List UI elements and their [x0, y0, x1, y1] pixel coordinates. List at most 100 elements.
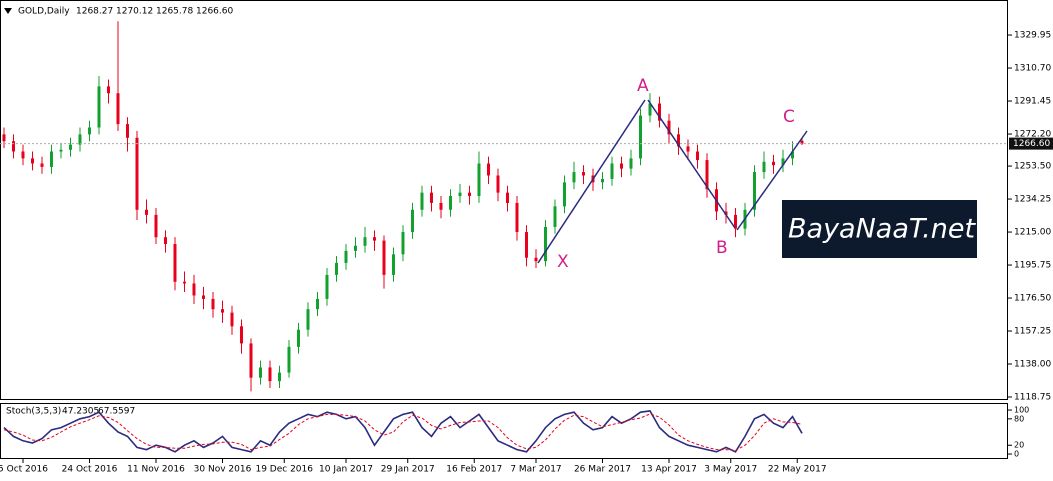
y-tick-label: 1234.25: [1014, 195, 1051, 205]
candle-body: [752, 172, 756, 210]
candle-body: [97, 86, 101, 128]
candle-body: [344, 250, 348, 263]
candle-body: [306, 309, 310, 330]
y-tick-label: 20: [1014, 441, 1024, 450]
candle-body: [505, 192, 509, 203]
y-tick-label: 1138.00: [1014, 360, 1051, 370]
candle-body: [695, 151, 699, 161]
y-tick-label: 0: [1014, 450, 1019, 459]
candle-body: [334, 262, 338, 275]
x-tick-label: 22 May 2017: [768, 465, 827, 475]
y-tick-label: 1329.95: [1014, 31, 1051, 41]
header-value: 1268.27: [76, 7, 113, 17]
candle-body: [401, 232, 405, 255]
candle-body: [524, 232, 528, 258]
candle-body: [638, 115, 642, 159]
candle-body: [125, 124, 129, 138]
candle-body: [315, 298, 319, 310]
candle-body: [201, 295, 205, 299]
candle-body: [40, 163, 44, 167]
x-tick-label: 24 Oct 2016: [62, 465, 118, 475]
candle-body: [87, 127, 91, 135]
trend-line: [736, 130, 808, 231]
candle-body: [325, 274, 329, 299]
candle-body: [192, 283, 196, 296]
y-tick-label: 1176.50: [1014, 294, 1051, 304]
candle-body: [135, 137, 139, 210]
candle-body: [182, 281, 186, 284]
candle-body: [11, 141, 15, 152]
x-tick-label: 19 Dec 2016: [255, 465, 313, 475]
candle-body: [762, 161, 766, 173]
candle-body: [800, 140, 804, 144]
y-tick-label: 1157.25: [1014, 327, 1051, 337]
header-value: 1270.12: [116, 7, 153, 17]
x-tick-label: 3 May 2017: [704, 465, 757, 475]
candle-body: [429, 192, 433, 203]
candle-body: [163, 237, 167, 245]
pattern-label: C: [783, 107, 795, 127]
header-value: 1265.78: [156, 7, 193, 17]
indicator-value: 67.5597: [98, 407, 135, 417]
candle-body: [287, 346, 291, 373]
candle-body: [363, 237, 367, 246]
pattern-label: X: [557, 252, 569, 272]
candle-body: [648, 103, 652, 116]
price-label: 1266.60: [1013, 139, 1050, 149]
y-tick-label: 100: [1014, 406, 1029, 415]
candle-body: [372, 237, 376, 241]
y-tick-label: 1118.75: [1014, 393, 1051, 403]
trend-line: [537, 99, 646, 264]
header-icon: [4, 8, 12, 14]
candle-body: [686, 146, 690, 152]
candle-body: [581, 172, 585, 176]
candle-body: [458, 192, 462, 197]
x-tick-label: 29 Jan 2017: [381, 465, 435, 475]
candle-body: [705, 160, 709, 190]
candle-body: [239, 326, 243, 344]
candle-body: [30, 158, 34, 164]
y-tick-label: 1291.45: [1014, 97, 1051, 107]
candle-body: [534, 257, 538, 262]
y-tick-label: 1310.70: [1014, 64, 1051, 74]
x-tick-label: 5 Oct 2016: [0, 465, 48, 475]
indicator-value: 47.2305: [62, 407, 99, 417]
candle-body: [486, 163, 490, 176]
y-tick-label: 1195.75: [1014, 261, 1051, 271]
candle-body: [657, 103, 661, 121]
indicator-title: Stoch(3,5,3): [6, 407, 61, 417]
candle-body: [629, 158, 633, 169]
candle-body: [543, 226, 547, 262]
candle-body: [477, 163, 481, 197]
candle-body: [49, 151, 53, 167]
candle-body: [496, 175, 500, 193]
y-tick-label: 1272.20: [1014, 130, 1051, 140]
x-tick-label: 16 Feb 2017: [446, 465, 502, 475]
candle-body: [724, 211, 728, 215]
candle-body: [173, 244, 177, 282]
candle-body: [781, 158, 785, 166]
x-tick-label: 26 Mar 2017: [574, 465, 631, 475]
x-tick-label: 11 Nov 2016: [127, 465, 185, 475]
candle-body: [771, 161, 775, 166]
header-value: 1266.60: [196, 7, 233, 17]
candle-body: [296, 329, 300, 347]
indicator-panel: [0, 403, 1008, 459]
x-tick-label: 7 Mar 2017: [510, 465, 561, 475]
x-tick-label: 13 Apr 2017: [641, 465, 697, 475]
candle-body: [439, 202, 443, 210]
candle-body: [676, 134, 680, 147]
pattern-label: B: [716, 238, 728, 258]
candle-body: [467, 192, 471, 197]
pattern-lines: [537, 99, 808, 264]
candle-body: [68, 144, 72, 150]
candle-body: [2, 134, 6, 142]
candle-body: [572, 172, 576, 183]
candle-body: [733, 214, 737, 229]
watermark: BayaNaaT.net: [788, 214, 976, 245]
candle-body: [220, 309, 224, 313]
candle-body: [420, 192, 424, 210]
y-tick-label: 1253.50: [1014, 162, 1051, 172]
candle-body: [258, 367, 262, 378]
